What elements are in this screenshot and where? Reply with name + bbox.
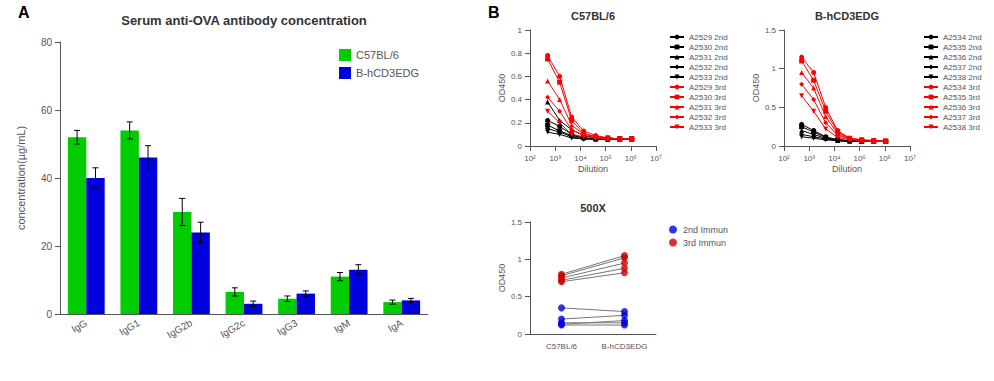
svg-text:40: 40 bbox=[41, 173, 53, 184]
svg-text:concentration(µg/mL): concentration(µg/mL) bbox=[15, 126, 27, 230]
svg-text:Serum anti-OVA antibody concen: Serum anti-OVA antibody concentration bbox=[121, 13, 367, 28]
svg-text:IgG3: IgG3 bbox=[275, 317, 300, 338]
svg-text:A2535 3rd: A2535 3rd bbox=[943, 93, 980, 102]
svg-text:A2532 2nd: A2532 2nd bbox=[689, 63, 728, 72]
svg-text:C57BL/6: C57BL/6 bbox=[571, 10, 615, 22]
svg-text:0: 0 bbox=[518, 142, 523, 151]
svg-text:A2537 3rd: A2537 3rd bbox=[943, 113, 980, 122]
svg-text:Dilution: Dilution bbox=[578, 164, 608, 174]
svg-text:10⁴: 10⁴ bbox=[828, 154, 841, 163]
svg-text:3rd Immun: 3rd Immun bbox=[683, 238, 726, 248]
svg-text:1: 1 bbox=[772, 64, 777, 73]
svg-text:10²: 10² bbox=[524, 154, 536, 163]
svg-text:A2537 2nd: A2537 2nd bbox=[943, 63, 982, 72]
svg-text:OD450: OD450 bbox=[497, 264, 507, 293]
svg-text:1: 1 bbox=[518, 255, 523, 264]
svg-text:IgG1: IgG1 bbox=[117, 317, 142, 338]
svg-text:C57BL/6: C57BL/6 bbox=[356, 49, 399, 61]
svg-text:IgG2c: IgG2c bbox=[218, 317, 247, 340]
svg-text:20: 20 bbox=[41, 241, 53, 252]
svg-text:IgG2b: IgG2b bbox=[165, 317, 194, 340]
svg-text:0.5: 0.5 bbox=[511, 292, 523, 301]
svg-text:A2534 2nd: A2534 2nd bbox=[943, 33, 982, 42]
svg-text:IgG: IgG bbox=[70, 317, 90, 335]
svg-text:0.5: 0.5 bbox=[765, 103, 777, 112]
svg-text:B-hCD3EDG: B-hCD3EDG bbox=[602, 342, 648, 351]
svg-text:10⁴: 10⁴ bbox=[574, 154, 587, 163]
svg-text:OD450: OD450 bbox=[751, 74, 761, 103]
svg-text:10²: 10² bbox=[778, 154, 790, 163]
svg-text:A2536 3rd: A2536 3rd bbox=[943, 103, 980, 112]
svg-text:0.2: 0.2 bbox=[511, 118, 523, 127]
svg-text:0: 0 bbox=[772, 142, 777, 151]
svg-text:A2530 2nd: A2530 2nd bbox=[689, 43, 728, 52]
svg-text:A2529 2nd: A2529 2nd bbox=[689, 33, 728, 42]
svg-text:A2531 3rd: A2531 3rd bbox=[689, 103, 726, 112]
svg-text:0: 0 bbox=[46, 309, 52, 320]
svg-text:1.5: 1.5 bbox=[765, 26, 777, 35]
svg-text:0: 0 bbox=[518, 330, 523, 339]
svg-text:10⁵: 10⁵ bbox=[853, 154, 865, 163]
svg-text:500X: 500X bbox=[580, 202, 606, 214]
svg-text:A2532 3rd: A2532 3rd bbox=[689, 113, 726, 122]
svg-text:A2533 3rd: A2533 3rd bbox=[689, 123, 726, 132]
svg-text:10⁶: 10⁶ bbox=[625, 154, 637, 163]
svg-text:A2538 2nd: A2538 2nd bbox=[943, 73, 982, 82]
svg-text:0.4: 0.4 bbox=[511, 95, 523, 104]
svg-text:A2536 2nd: A2536 2nd bbox=[943, 53, 982, 62]
svg-text:Dilution: Dilution bbox=[832, 164, 862, 174]
svg-text:A2531 2nd: A2531 2nd bbox=[689, 53, 728, 62]
svg-text:A2535 2nd: A2535 2nd bbox=[943, 43, 982, 52]
svg-text:60: 60 bbox=[41, 105, 53, 116]
svg-text:A2533 2nd: A2533 2nd bbox=[689, 73, 728, 82]
svg-text:IgM: IgM bbox=[332, 317, 352, 335]
svg-text:10⁶: 10⁶ bbox=[879, 154, 891, 163]
svg-text:A2530 3rd: A2530 3rd bbox=[689, 93, 726, 102]
svg-text:B-hCD3EDG: B-hCD3EDG bbox=[815, 10, 879, 22]
svg-text:A2538 3rd: A2538 3rd bbox=[943, 123, 980, 132]
svg-text:10³: 10³ bbox=[549, 154, 561, 163]
svg-text:80: 80 bbox=[41, 37, 53, 48]
svg-text:0.8: 0.8 bbox=[511, 49, 523, 58]
svg-text:A2529 3rd: A2529 3rd bbox=[689, 83, 726, 92]
svg-text:A2534 3rd: A2534 3rd bbox=[943, 83, 980, 92]
svg-text:0.6: 0.6 bbox=[511, 72, 523, 81]
svg-text:IgA: IgA bbox=[386, 317, 405, 334]
svg-text:10⁷: 10⁷ bbox=[650, 154, 662, 163]
svg-text:10⁷: 10⁷ bbox=[904, 154, 916, 163]
svg-text:A: A bbox=[18, 4, 30, 21]
svg-text:10⁵: 10⁵ bbox=[599, 154, 611, 163]
svg-text:1.5: 1.5 bbox=[511, 218, 523, 227]
svg-text:C57BL/6: C57BL/6 bbox=[546, 342, 578, 351]
svg-text:2nd Immun: 2nd Immun bbox=[683, 225, 728, 235]
svg-text:OD450: OD450 bbox=[497, 74, 507, 103]
svg-text:1: 1 bbox=[518, 26, 523, 35]
svg-text:B: B bbox=[488, 4, 500, 21]
svg-text:B-hCD3EDG: B-hCD3EDG bbox=[356, 67, 419, 79]
svg-text:10³: 10³ bbox=[803, 154, 815, 163]
